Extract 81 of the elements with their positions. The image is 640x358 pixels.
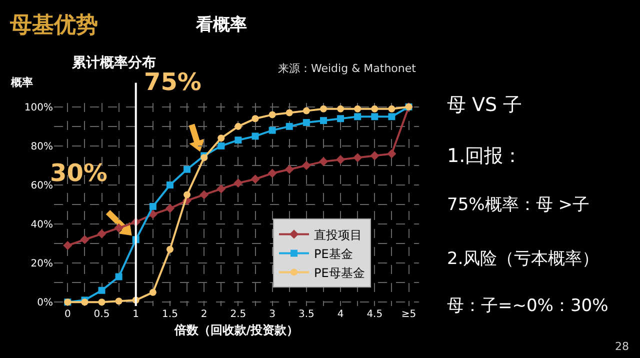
- point: [184, 191, 191, 198]
- point: [302, 107, 310, 114]
- point: [388, 105, 396, 112]
- legend-label: PE基金: [314, 246, 353, 261]
- y-tick-label: 20%: [30, 258, 53, 270]
- x-tick-label: 0: [64, 309, 71, 320]
- point: [115, 273, 122, 280]
- x-tick-label: 2: [200, 309, 208, 320]
- text: 累计概率分布: [71, 54, 156, 71]
- x-axis-title: 倍数（回收款/投资款）: [173, 322, 299, 337]
- point: [200, 190, 209, 200]
- point: [337, 115, 344, 122]
- point: [318, 157, 328, 166]
- x-tick-label: 3.5: [298, 309, 314, 320]
- point: [216, 184, 226, 194]
- point: [371, 113, 378, 120]
- text: 1.回报：: [447, 145, 522, 167]
- point: [218, 142, 225, 150]
- point: [97, 229, 106, 238]
- point: [250, 174, 260, 184]
- point: [320, 105, 327, 112]
- point: [370, 151, 380, 160]
- point: [184, 166, 191, 173]
- point: [353, 153, 362, 162]
- point: [302, 160, 311, 170]
- point: [252, 115, 259, 122]
- point: [234, 122, 242, 130]
- source-note: 来源：Weidig & Mathonet: [278, 62, 417, 75]
- x-tick-label: 3: [269, 309, 276, 320]
- point: [268, 111, 276, 118]
- text: 母：子=~0%：30%: [447, 296, 608, 316]
- x-tick-label: 2.5: [230, 309, 246, 320]
- x-tick-label: 4.5: [366, 309, 383, 320]
- text: 母 VS 子: [447, 94, 522, 116]
- y-tick-label: 0%: [37, 298, 53, 309]
- text: 28: [615, 340, 629, 353]
- point: [284, 164, 294, 174]
- x-tick-label: 1.5: [162, 309, 178, 320]
- text: 75%概率：母 >子: [447, 195, 590, 215]
- point: [80, 235, 90, 244]
- point: [268, 126, 276, 134]
- point: [98, 286, 106, 294]
- point: [286, 109, 293, 116]
- chart-title: 母基优势: [9, 13, 98, 38]
- point: [336, 155, 346, 164]
- point: [387, 149, 396, 158]
- point: [252, 132, 259, 140]
- y-tick-label: 60%: [30, 180, 53, 192]
- point: [268, 168, 277, 178]
- point: [218, 134, 225, 142]
- y-tick-label: 80%: [30, 141, 53, 152]
- point: [166, 246, 174, 253]
- point: [354, 113, 362, 120]
- point: [234, 178, 243, 188]
- legend-label: PE母基金: [314, 266, 365, 280]
- x-tick-label: 1: [132, 309, 140, 320]
- x-tick-label: 0.5: [94, 309, 110, 320]
- point: [149, 202, 156, 210]
- point: [115, 298, 122, 305]
- point: [98, 298, 106, 306]
- point: [166, 181, 174, 188]
- point: [234, 136, 242, 144]
- chart-subtitle: 看概率: [195, 15, 247, 35]
- x-tick-label: 4: [337, 309, 344, 320]
- point: [354, 105, 362, 112]
- point: [286, 122, 293, 130]
- point: [63, 240, 72, 250]
- point: [371, 105, 378, 112]
- x-tick-label: ≥5: [401, 309, 416, 320]
- text: 2.风险（亏本概率）: [447, 249, 600, 269]
- point: [149, 288, 156, 296]
- point: [165, 204, 175, 213]
- y-tick-label: 40%: [30, 220, 53, 231]
- y-tick-label: 100%: [24, 102, 53, 114]
- legend-label: 直投项目: [314, 228, 362, 242]
- annotation: 75%: [144, 68, 202, 96]
- point: [388, 113, 396, 120]
- point: [337, 105, 344, 112]
- point: [302, 119, 310, 126]
- y-axis-title: 概率: [10, 76, 33, 89]
- point: [320, 117, 327, 124]
